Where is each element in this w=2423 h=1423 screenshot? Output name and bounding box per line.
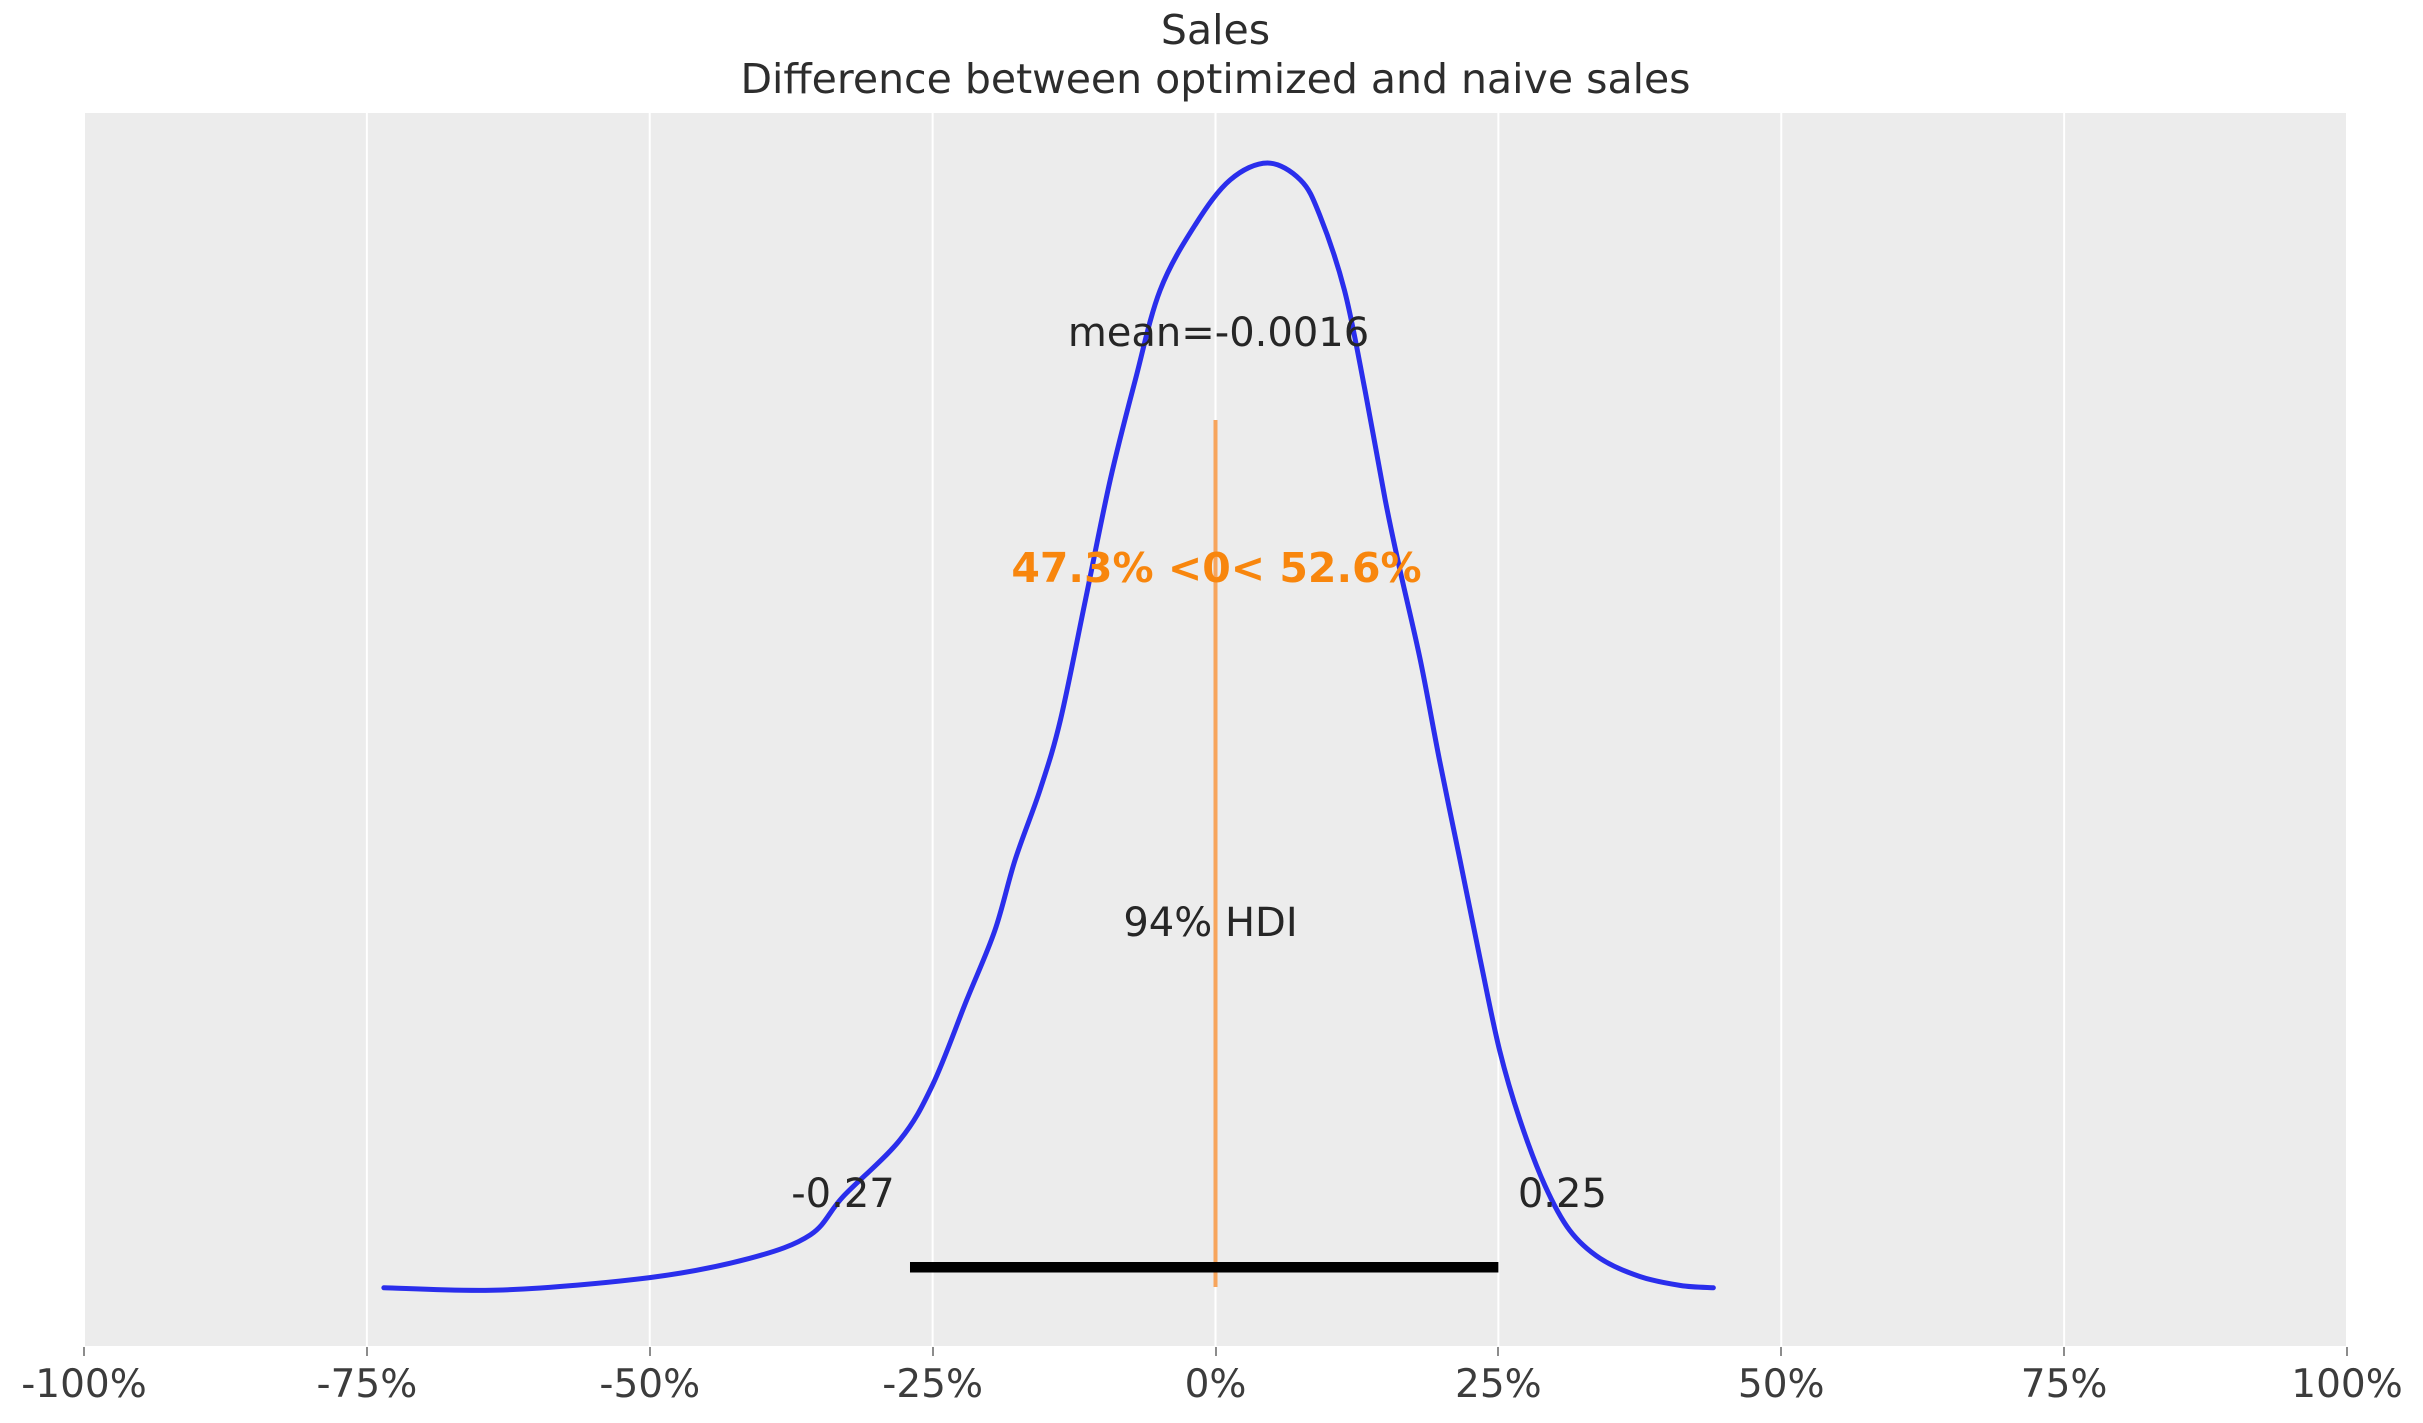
x-tick-label: -25% [882, 1362, 984, 1407]
kde-curve [381, 160, 1716, 1293]
x-tick-label: -75% [316, 1362, 418, 1407]
plot-area: mean=-0.0016 47.3% <0< 52.6% 94% HDI -0.… [84, 113, 2347, 1346]
ref-val-stats-label: 47.3% <0< 52.6% [1011, 544, 1422, 592]
x-tick-label: 100% [2291, 1362, 2403, 1407]
chart-title: Sales [1160, 6, 1271, 54]
hdi-lower-label: -0.27 [791, 1171, 895, 1217]
hdi-bar [909, 1262, 1499, 1273]
x-tick [931, 1347, 934, 1356]
kde-plot-canvas [84, 113, 2347, 1346]
x-tick [2346, 1347, 2348, 1356]
x-tick-label: 0% [1184, 1362, 1247, 1407]
x-tick [83, 1347, 85, 1356]
x-tick [648, 1347, 651, 1356]
x-tick-label: 75% [2020, 1362, 2108, 1407]
x-tick-label: 25% [1455, 1362, 1542, 1407]
x-tick [2063, 1347, 2066, 1356]
hdi-label: 94% HDI [1123, 900, 1298, 946]
x-tick [1497, 1347, 1500, 1356]
x-tick-label: -100% [21, 1362, 147, 1407]
hdi-upper-label: 0.25 [1517, 1171, 1607, 1217]
x-tick-label: 50% [1737, 1362, 1825, 1407]
chart-title-block: Sales Difference between optimized and n… [84, 6, 2347, 104]
x-tick [1214, 1347, 1217, 1356]
x-tick-label: -50% [599, 1362, 701, 1407]
chart-subtitle: Difference between optimized and naive s… [740, 55, 1691, 103]
mean-label: mean=-0.0016 [1067, 310, 1370, 356]
x-tick [365, 1347, 368, 1356]
x-tick [1780, 1347, 1783, 1356]
